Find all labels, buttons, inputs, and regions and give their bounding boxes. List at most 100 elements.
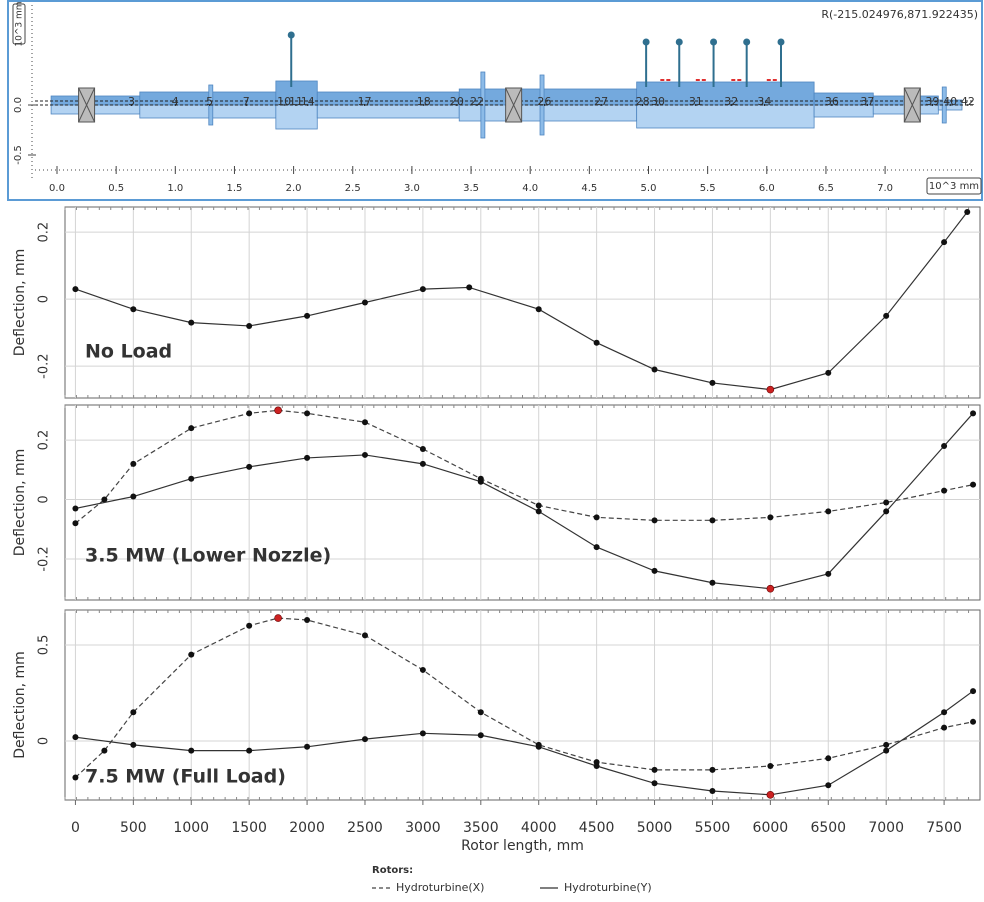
- legend-label: Hydroturbine(X): [396, 881, 484, 894]
- station-label: 34: [757, 95, 771, 108]
- data-point: [970, 688, 976, 694]
- data-point: [536, 508, 542, 514]
- data-point: [130, 709, 136, 715]
- pin-head: [710, 39, 717, 46]
- x-tick-label: 6500: [810, 820, 846, 836]
- pin-head: [288, 32, 295, 39]
- data-point: [304, 410, 310, 416]
- data-point: [825, 782, 831, 788]
- data-point: [941, 239, 947, 245]
- station-label: 30: [651, 95, 665, 108]
- annotation: 7.5 MW (Full Load): [85, 766, 286, 788]
- data-point: [652, 767, 658, 773]
- x-tick-label: 1.5: [226, 183, 242, 194]
- data-point: [825, 755, 831, 761]
- station-label: 31: [689, 95, 703, 108]
- data-point: [964, 209, 970, 215]
- y-unit: 10^3 mm: [15, 1, 25, 46]
- x-tick-label: 7000: [868, 820, 904, 836]
- y-tick-label: 0: [37, 295, 52, 303]
- x-tick-label: 7500: [926, 820, 962, 836]
- shaft-lower: [276, 105, 317, 129]
- y-tick-label: 0: [37, 737, 52, 745]
- station-label: 7: [243, 95, 250, 108]
- data-point: [970, 482, 976, 488]
- data-point: [362, 632, 368, 638]
- data-point: [362, 300, 368, 306]
- data-point: [246, 623, 252, 629]
- data-point: [883, 508, 889, 514]
- data-point: [304, 744, 310, 750]
- data-point: [420, 667, 426, 673]
- x-tick-label: 0.0: [49, 183, 65, 194]
- x-tick-label: 4000: [521, 820, 557, 836]
- x-tick-label: 3500: [463, 820, 499, 836]
- data-point: [652, 367, 658, 373]
- x-tick-label: 5000: [637, 820, 673, 836]
- shaft-upper: [317, 92, 459, 105]
- data-point: [825, 508, 831, 514]
- data-point: [304, 455, 310, 461]
- y-axis-label: Deflection, mm: [12, 449, 28, 557]
- y-tick-label: 0.5: [37, 635, 52, 656]
- x-tick-label: 1.0: [167, 183, 183, 194]
- data-point: [941, 488, 947, 494]
- data-point: [709, 380, 715, 386]
- station-label: 40: [943, 95, 957, 108]
- data-point: [594, 544, 600, 550]
- data-point: [825, 571, 831, 577]
- annotation: No Load: [85, 341, 172, 363]
- x-tick-label: 5.5: [700, 183, 716, 194]
- data-point: [883, 500, 889, 506]
- x-tick-label: 6.0: [759, 183, 775, 194]
- station-label: 39: [925, 95, 939, 108]
- x-tick-label: 6000: [753, 820, 789, 836]
- x-tick-label: 5.0: [641, 183, 657, 194]
- x-tick-label: 3000: [405, 820, 441, 836]
- data-point: [304, 313, 310, 319]
- data-point: [767, 763, 773, 769]
- x-tick-label: 4.5: [581, 183, 597, 194]
- data-point: [466, 284, 472, 290]
- y-tick-label: -0.2: [37, 353, 52, 378]
- data-point: [72, 286, 78, 292]
- data-point: [883, 748, 889, 754]
- data-point: [767, 514, 773, 520]
- pin-head: [743, 39, 750, 46]
- data-point: [594, 514, 600, 520]
- data-point: [883, 742, 889, 748]
- station-label: 18: [417, 95, 431, 108]
- data-point: [72, 775, 78, 781]
- station-label: 32: [724, 95, 738, 108]
- station-label: 17: [358, 95, 372, 108]
- data-point: [970, 719, 976, 725]
- station-label: 37: [860, 95, 874, 108]
- data-point: [362, 452, 368, 458]
- data-point: [652, 568, 658, 574]
- pin-head: [643, 39, 650, 46]
- x-tick-label: 6.5: [818, 183, 834, 194]
- data-point: [188, 425, 194, 431]
- y-tick-label: -0.2: [37, 546, 52, 571]
- x-tick-label: 2.0: [286, 183, 302, 194]
- data-point: [941, 443, 947, 449]
- y-axis-label: Deflection, mm: [12, 651, 28, 759]
- data-point: [72, 520, 78, 526]
- station-label: 4: [172, 95, 179, 108]
- data-point: [594, 763, 600, 769]
- x-axis-label: Rotor length, mm: [461, 838, 584, 854]
- data-point: [72, 505, 78, 511]
- x-tick-label: 0.5: [108, 183, 124, 194]
- data-point: [420, 730, 426, 736]
- data-point: [970, 410, 976, 416]
- data-point: [420, 446, 426, 452]
- station-label: 42: [961, 95, 975, 108]
- x-tick-label: 3.5: [463, 183, 479, 194]
- data-point: [72, 734, 78, 740]
- data-point: [130, 742, 136, 748]
- legend-label: Hydroturbine(Y): [564, 881, 652, 894]
- data-point: [246, 748, 252, 754]
- x-tick-label: 2500: [347, 820, 383, 836]
- x-tick-label: 3.0: [404, 183, 420, 194]
- data-point: [188, 652, 194, 658]
